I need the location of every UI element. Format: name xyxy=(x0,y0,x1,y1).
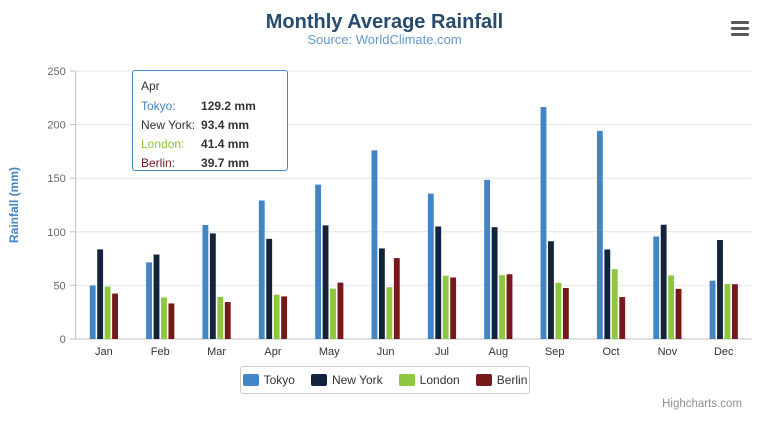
svg-text:Rainfall (mm): Rainfall (mm) xyxy=(7,167,21,243)
svg-text:Aug: Aug xyxy=(489,346,509,358)
svg-text:250: 250 xyxy=(47,66,65,78)
svg-text:May: May xyxy=(319,346,340,358)
svg-text:50: 50 xyxy=(53,280,65,292)
svg-text:Apr: Apr xyxy=(264,346,281,358)
svg-text:150: 150 xyxy=(47,173,65,185)
svg-text:Feb: Feb xyxy=(151,346,170,358)
svg-text:Dec: Dec xyxy=(714,346,734,358)
svg-text:100: 100 xyxy=(47,227,65,239)
svg-text:Sep: Sep xyxy=(545,346,565,358)
svg-text:0: 0 xyxy=(60,334,66,346)
svg-text:200: 200 xyxy=(47,120,65,132)
svg-text:Mar: Mar xyxy=(207,346,226,358)
svg-text:Jun: Jun xyxy=(377,346,395,358)
svg-text:Jan: Jan xyxy=(95,346,113,358)
svg-text:Jul: Jul xyxy=(435,346,449,358)
svg-text:Oct: Oct xyxy=(602,346,619,358)
svg-text:Nov: Nov xyxy=(658,346,678,358)
